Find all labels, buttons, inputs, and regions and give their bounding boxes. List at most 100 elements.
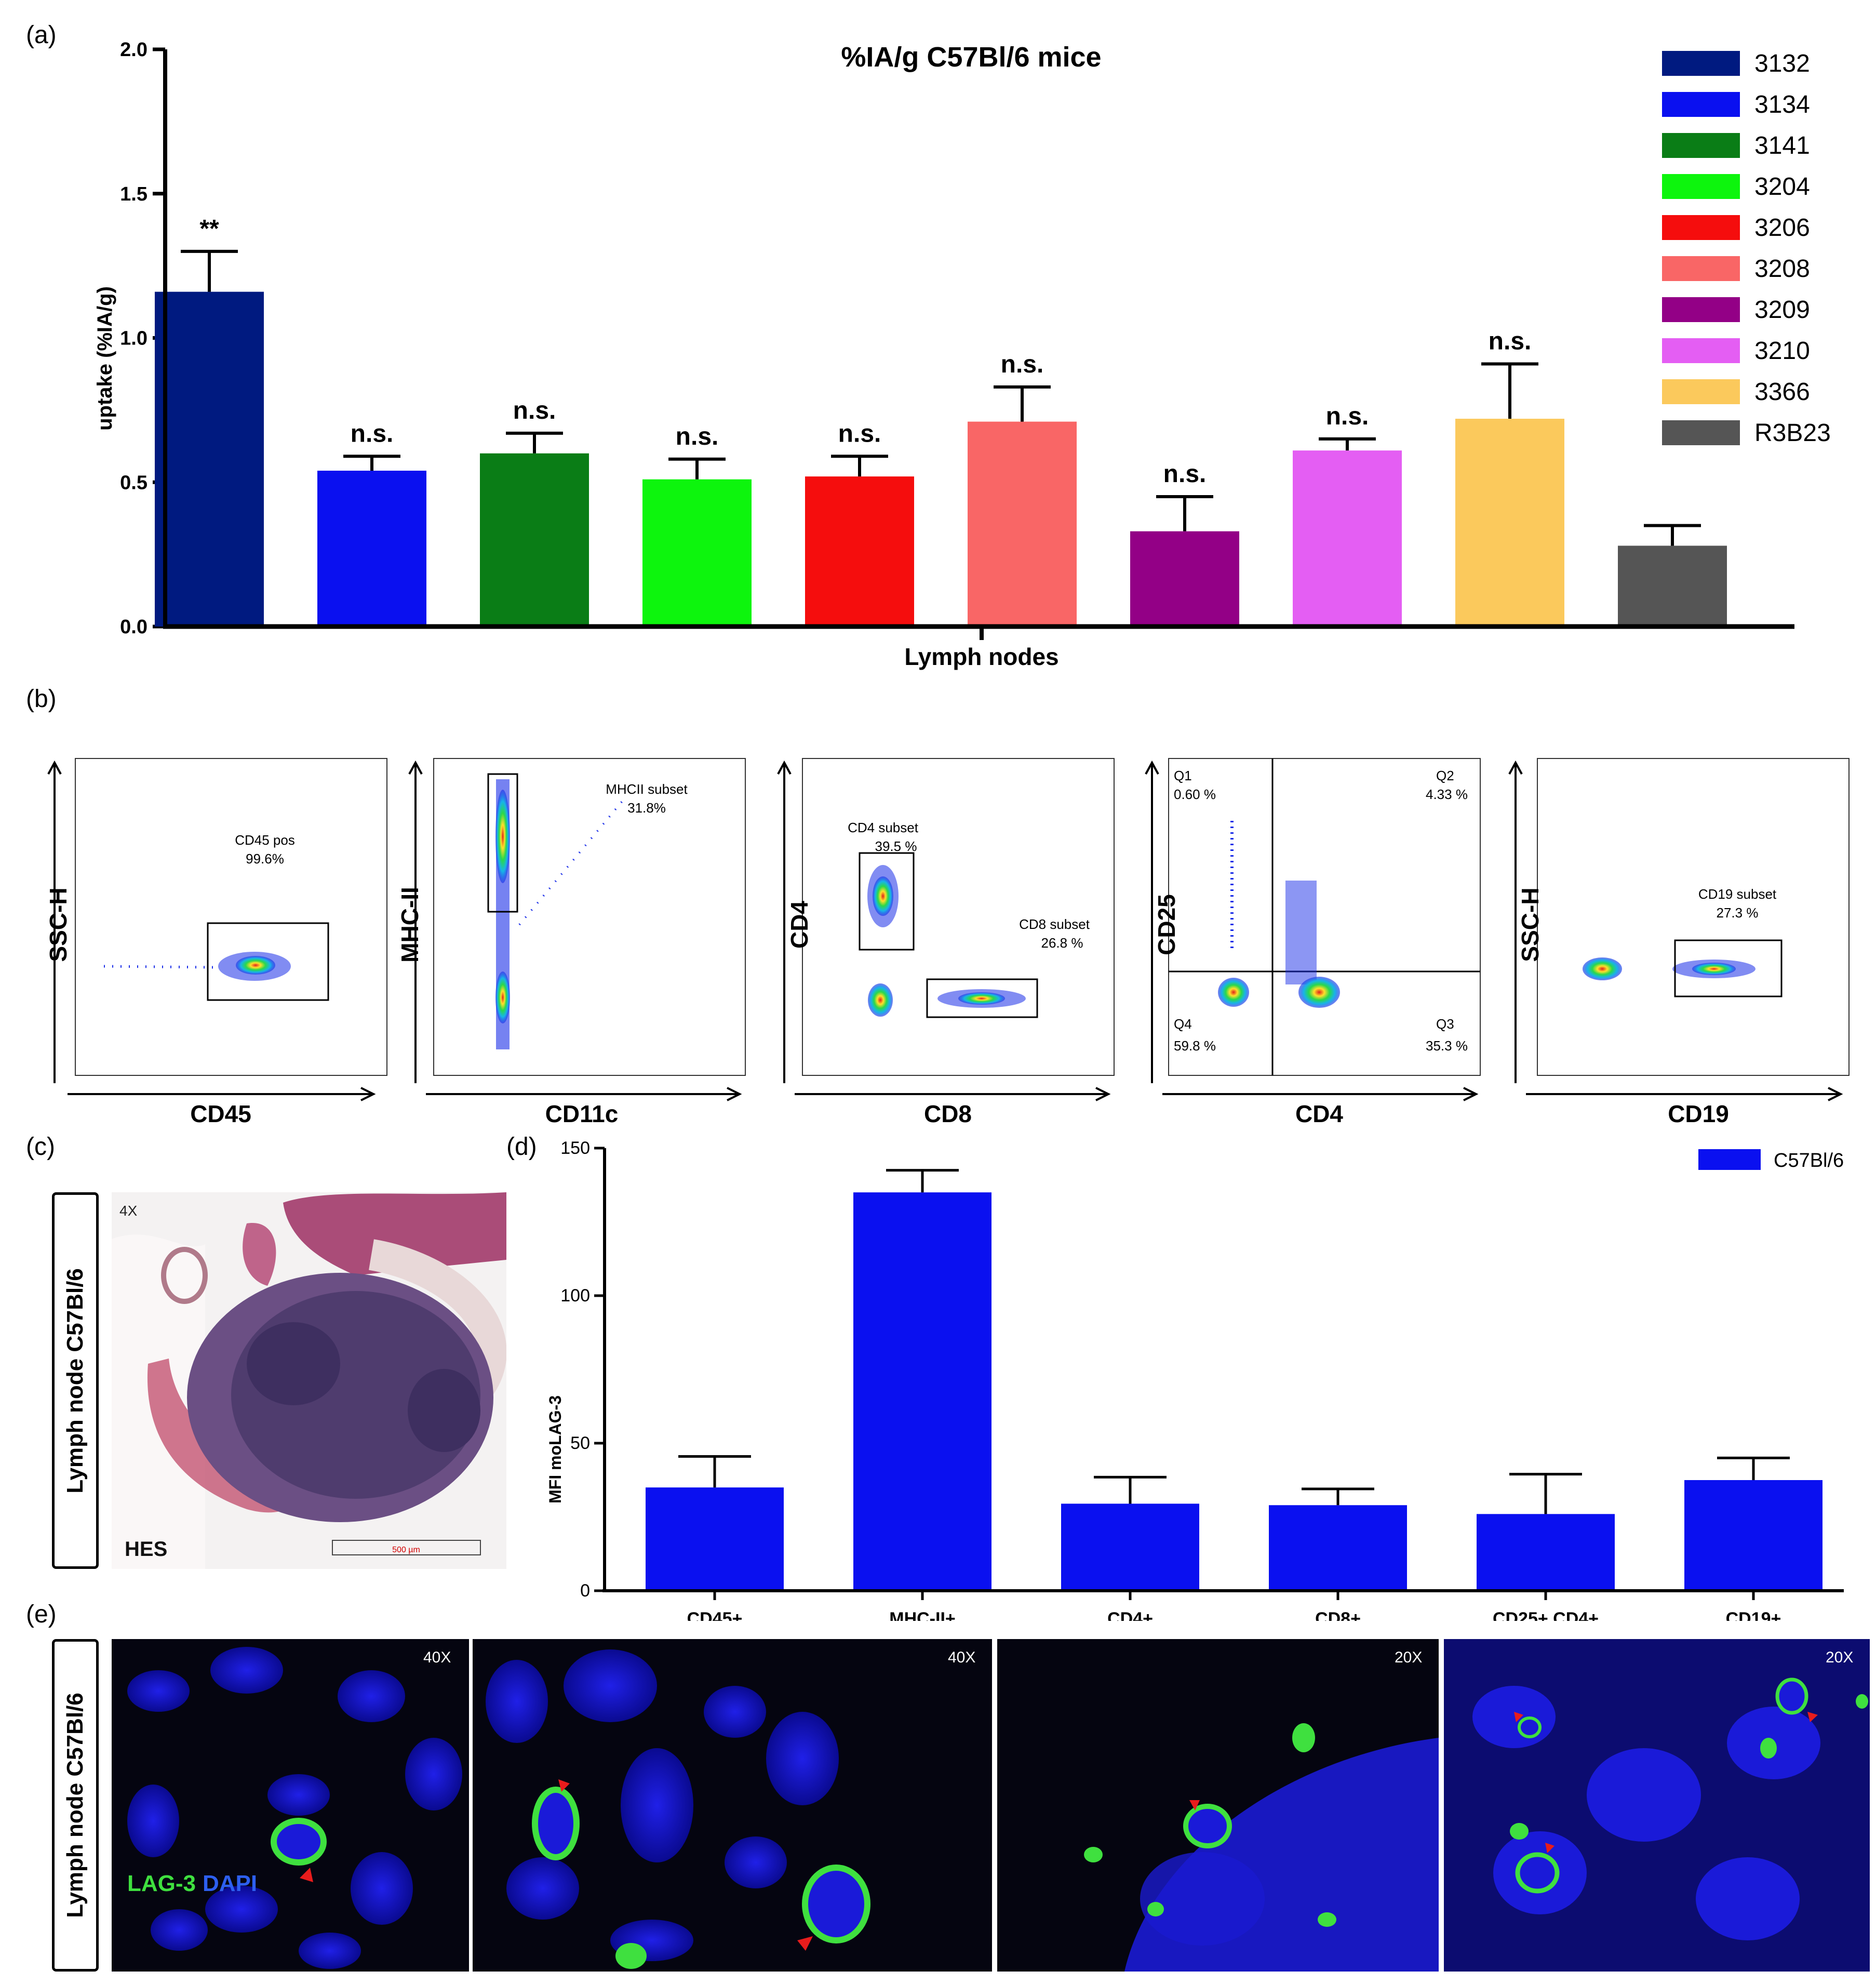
panel-label-e: (e)	[26, 1601, 57, 1628]
flow-q2-name: Q2	[1436, 768, 1454, 783]
chart-a-legend-label: 3366	[1754, 378, 1810, 406]
chart-a-bar	[642, 479, 752, 627]
flow-x-label-2: CD11c	[545, 1100, 619, 1127]
chart-a-annotation: **	[199, 215, 219, 243]
immuno-side-label-box: Lymph node C57Bl/6	[52, 1639, 99, 1972]
chart-d-bar	[1477, 1514, 1615, 1591]
flow-gate-cd4-pct: 39.5 %	[875, 838, 917, 854]
chart-a-bar	[155, 291, 264, 627]
flow-gate-mhcii-name: MHCII subset	[606, 781, 688, 797]
chart-a-annotation: n.s.	[838, 420, 881, 447]
chart-a-legend-label: 3204	[1754, 173, 1810, 201]
chart-a-annotation: n.s.	[1326, 403, 1369, 430]
flow-q1-pct: 0.60 %	[1174, 787, 1216, 802]
chart-a-annotation: n.s.	[1163, 460, 1207, 488]
chart-a-legend-label: 3141	[1754, 132, 1810, 159]
chart-a-legend-label: 3209	[1754, 296, 1810, 324]
immuno-image-2: 40X	[473, 1639, 992, 1972]
immuno-image-3: 20X	[997, 1639, 1439, 1972]
chart-a-legend-swatch	[1662, 133, 1740, 158]
panel-label-c: (c)	[26, 1133, 55, 1161]
chart-d-y-tick-label: 150	[560, 1138, 590, 1158]
flow-gate-cd8-pct: 26.8 %	[1041, 935, 1083, 951]
chart-a-bar	[1455, 419, 1564, 627]
chart-a-legend-swatch	[1662, 256, 1740, 281]
chart-d-category-label: CD19+	[1726, 1609, 1781, 1621]
flow-y-label-3: CD4	[786, 901, 813, 949]
chart-a-legend-swatch	[1662, 174, 1740, 199]
chart-a-y-tick-label: 1.0	[120, 328, 148, 350]
chart-a-legend-swatch	[1662, 338, 1740, 363]
immuno-legend-blue: DAPI	[203, 1871, 257, 1896]
chart-d-legend-label: C57Bl/6	[1774, 1150, 1844, 1171]
chart-a-annotation: n.s.	[676, 423, 719, 450]
flow-plot-cd19: CD19 subset 27.3 % SSC-H CD19	[1508, 758, 1850, 1127]
flow-gate-cd8-name: CD8 subset	[1019, 916, 1090, 932]
chart-a-y-tick-label: 0.0	[120, 616, 148, 638]
chart-a-legend-label: 3206	[1754, 214, 1810, 242]
chart-d-bar	[1061, 1503, 1199, 1591]
chart-d-y-tick-label: 100	[560, 1286, 590, 1306]
chart-d-bar	[646, 1487, 784, 1591]
immuno-magnification-3: 20X	[1395, 1649, 1422, 1666]
immuno-legend-green: LAG-3	[127, 1871, 196, 1896]
immuno-magnification-1: 40X	[423, 1649, 451, 1666]
chart-d: MFI moLAG-3 0 50 100 150 CD45+ MHC-II+ CD4+ CD…	[546, 1138, 1844, 1621]
flow-panel: CD45 pos 99.6% SSC-H CD45 MHCII subset 3…	[45, 758, 1850, 1127]
panel-label-d: (d)	[506, 1133, 537, 1161]
chart-a-bar	[480, 453, 589, 627]
panel-label-a: (a)	[26, 21, 57, 49]
chart-d-ylabel: MFI moLAG-3	[546, 1395, 565, 1503]
chart-a-xlabel: Lymph nodes	[904, 643, 1058, 670]
chart-a-annotation: n.s.	[351, 420, 394, 447]
flow-q3-pct: 35.3 %	[1426, 1038, 1468, 1054]
flow-q3-name: Q3	[1436, 1016, 1454, 1032]
chart-a-legend-swatch	[1662, 379, 1740, 404]
immuno-image-4: 20X	[1444, 1639, 1870, 1972]
chart-d-category-label: CD8+	[1315, 1609, 1361, 1621]
chart-a-bar	[1618, 545, 1727, 627]
chart-a-annotation: n.s.	[513, 397, 556, 424]
flow-plot-cd25-cd4: Q1 0.60 % Q2 4.33 % Q4 59.8 % Q3 35.3 % …	[1145, 758, 1481, 1127]
chart-d-category-label: CD45+	[687, 1609, 743, 1621]
flow-x-label-1: CD45	[190, 1100, 251, 1127]
chart-a-legend-label: 3210	[1754, 337, 1810, 365]
histology-side-label-box: Lymph node C57Bl/6	[52, 1192, 99, 1569]
flow-plot-cd4-cd8: CD4 subset 39.5 % CD8 subset 26.8 % CD4 …	[777, 758, 1115, 1127]
chart-d-category-label: CD25+ CD4+	[1493, 1609, 1599, 1621]
flow-q4-name: Q4	[1174, 1016, 1192, 1032]
histology-image: 500 µm 4X HES	[112, 1192, 506, 1569]
immuno-images: 40X LAG-3 DAPI 40X 20X	[112, 1639, 1870, 1972]
histology-side-label: Lymph node C57Bl/6	[62, 1268, 88, 1494]
immuno-image-1: 40X LAG-3 DAPI	[112, 1639, 469, 1972]
chart-a-bar	[1293, 450, 1402, 627]
chart-a-legend-swatch	[1662, 51, 1740, 76]
chart-a-annotation: n.s.	[1001, 351, 1044, 378]
flow-x-label-4: CD4	[1295, 1100, 1343, 1127]
chart-d-bar	[1684, 1480, 1823, 1591]
chart-d-category-label: CD4+	[1107, 1609, 1153, 1621]
chart-a-y-tick-label: 2.0	[120, 39, 148, 61]
flow-plot-mhcii: MHCII subset 31.8% MHC-II CD11c	[396, 758, 746, 1127]
flow-gate-cd19-name: CD19 subset	[1698, 886, 1777, 902]
flow-q4-pct: 59.8 %	[1174, 1038, 1216, 1054]
flow-gate-cd4-name: CD4 subset	[848, 820, 919, 835]
chart-d-category-label: MHC-II+	[889, 1609, 956, 1621]
chart-d-y-tick-label: 0	[580, 1581, 590, 1601]
chart-d-y-tick-label: 50	[570, 1433, 590, 1453]
chart-a-legend-swatch	[1662, 420, 1740, 445]
flow-gate-mhcii-pct: 31.8%	[627, 800, 666, 816]
flow-plot-cd45: CD45 pos 99.6% SSC-H CD45	[45, 758, 387, 1127]
histology-scale-bar: 500 µm	[392, 1546, 420, 1554]
chart-a-legend-label: R3B23	[1754, 419, 1831, 447]
chart-a-bar	[805, 476, 914, 627]
chart-a-legend-label: 3134	[1754, 91, 1810, 118]
flow-y-label-4: CD25	[1153, 894, 1180, 955]
immuno-side-label: Lymph node C57Bl/6	[62, 1693, 88, 1918]
chart-a-legend-label: 3208	[1754, 255, 1810, 283]
panel-label-b: (b)	[26, 685, 57, 713]
flow-gate-cd45-name: CD45 pos	[235, 832, 295, 848]
chart-a-bar	[968, 421, 1077, 627]
flow-q1-name: Q1	[1174, 768, 1192, 783]
chart-a-title: %IA/g C57Bl/6 mice	[841, 42, 1101, 73]
